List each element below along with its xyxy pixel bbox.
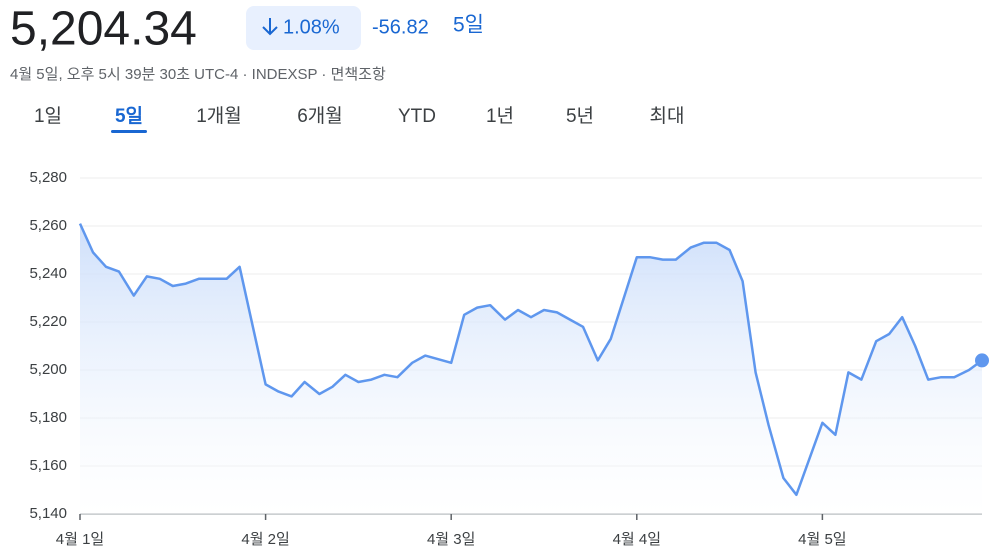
y-tick-label: 5,140 (29, 505, 67, 522)
tab-underline (111, 130, 147, 133)
tab[interactable]: 1일 (34, 105, 62, 127)
down-arrow (262, 18, 278, 36)
x-tick-label: 4월 3일 (427, 531, 475, 548)
y-tick-label: 5,280 (29, 169, 67, 186)
x-tick-label: 4월 2일 (241, 531, 289, 548)
chart: 5,140 5,160 5,180 5,200 5,220 5,240 5,260 5,280… (29, 169, 989, 548)
price-line (78, 223, 983, 497)
y-tick-label: 5,180 (29, 409, 67, 426)
change-period: 5일 (453, 14, 484, 37)
area-fill (80, 223, 982, 514)
last-point (975, 353, 989, 368)
subtitle: 4월 5일, 오후 5시 39분 30초 UTC-4 · INDEXSP · 면… (10, 66, 386, 83)
x-tick-label: 4월 5일 (798, 531, 846, 548)
y-tick-label: 5,160 (29, 457, 67, 474)
y-tick-label: 5,260 (29, 217, 67, 234)
tab[interactable]: 1년 (486, 105, 514, 127)
y-tick-label: 5,220 (29, 313, 67, 330)
x-tick-label: 4월 1일 (56, 531, 104, 548)
tab[interactable]: 1개월 (196, 105, 242, 127)
tab[interactable]: 6개월 (297, 105, 343, 127)
tab[interactable]: YTD (398, 106, 436, 127)
price: 5,204.34 (10, 3, 197, 56)
change: -56.82 (372, 16, 429, 38)
tab[interactable]: 5년 (566, 105, 594, 127)
tabs: 1일 5일 1개월 6개월 YTD 1년 5년 최대 (34, 105, 685, 133)
change-pill (246, 6, 361, 50)
y-tick-label: 5,200 (29, 361, 67, 378)
y-tick-label: 5,240 (29, 265, 67, 282)
tab[interactable]: 최대 (650, 105, 685, 127)
x-tick-label: 4월 4일 (613, 531, 661, 548)
tab[interactable]: 5일 (115, 105, 143, 127)
change-percent: 1.08% (283, 16, 340, 38)
